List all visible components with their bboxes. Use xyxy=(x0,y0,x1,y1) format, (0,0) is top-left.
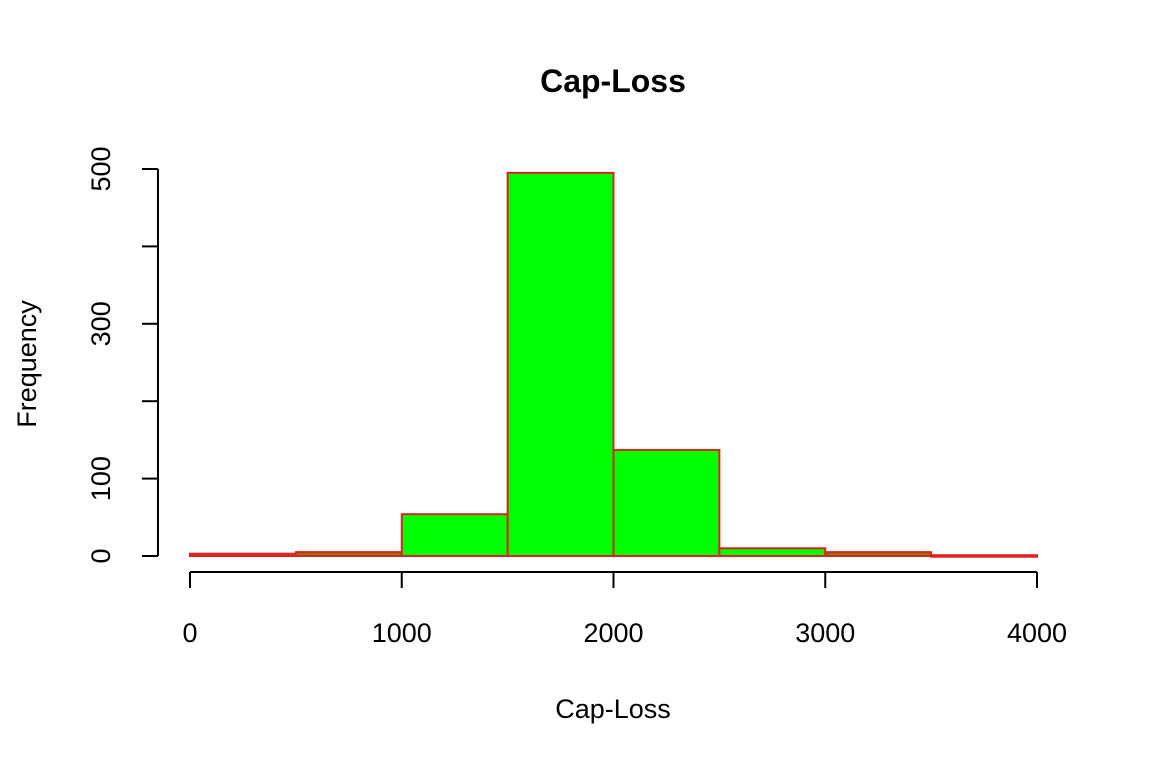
y-tick-label-0: 0 xyxy=(86,548,116,563)
bar-3 xyxy=(400,513,509,557)
y-axis-label: Frequency xyxy=(12,300,42,428)
y-tick-label-100: 100 xyxy=(86,456,116,501)
x-tick-label-1000: 1000 xyxy=(372,618,432,648)
bar-5 xyxy=(612,448,721,558)
y-axis: 0 100 300 500 xyxy=(86,146,159,564)
bars-group xyxy=(189,171,1038,558)
chart-title: Cap-Loss xyxy=(540,63,686,99)
bar-8 xyxy=(930,554,1038,558)
bar-2 xyxy=(294,551,403,558)
x-tick-label-4000: 4000 xyxy=(1007,618,1067,648)
bar-6 xyxy=(718,547,827,558)
x-axis-label: Cap-Loss xyxy=(555,694,671,724)
x-axis: 0 1000 2000 3000 4000 xyxy=(182,571,1067,648)
y-tick-label-300: 300 xyxy=(86,301,116,346)
x-tick-label-0: 0 xyxy=(182,618,197,648)
bar-1 xyxy=(189,552,297,557)
y-tick-label-500: 500 xyxy=(86,146,116,191)
bar-7 xyxy=(824,551,933,558)
x-tick-label-3000: 3000 xyxy=(795,618,855,648)
x-tick-label-2000: 2000 xyxy=(583,618,643,648)
bar-4 xyxy=(506,171,615,557)
